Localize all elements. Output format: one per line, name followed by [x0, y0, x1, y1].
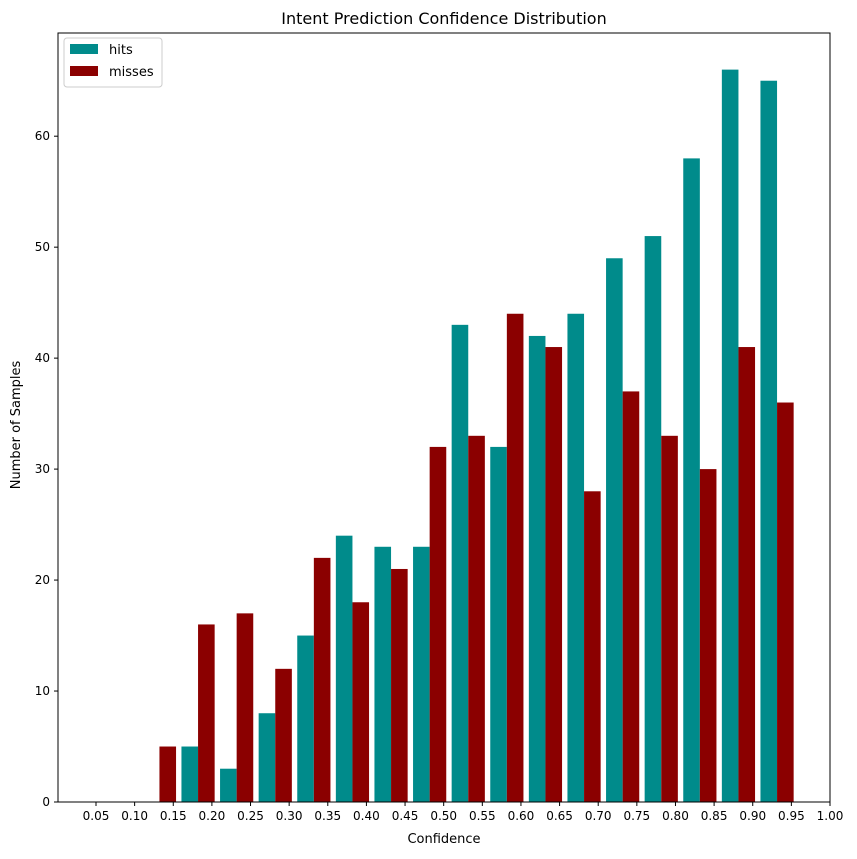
- x-axis-ticks: 0.05 0.10 0.15 0.20 0.25 0.30 0.35 0.40 0.45 0.50…: [83, 802, 844, 823]
- x-tick-label: 0.90: [739, 809, 766, 823]
- bar-misses-15: [661, 435, 678, 802]
- x-tick-label: 0.95: [778, 809, 805, 823]
- x-tick-label: 0.35: [314, 809, 341, 823]
- y-tick-label: 10: [35, 684, 50, 698]
- bar-misses-4: [236, 613, 254, 802]
- bar-misses-9: [429, 446, 447, 802]
- y-axis-label: Number of Samples: [9, 361, 24, 490]
- bar-hits-7: [335, 535, 353, 802]
- bar-hits-14: [606, 258, 623, 802]
- bar-hits-18: [760, 80, 778, 803]
- bar-misses-13: [584, 491, 601, 802]
- bar-misses-16: [699, 469, 717, 802]
- bar-hits-8: [374, 546, 392, 802]
- bar-misses-18: [777, 402, 794, 802]
- x-axis-label: Confidence: [407, 832, 480, 847]
- bar-hits-17: [721, 69, 739, 803]
- x-tick-label: 0.25: [237, 809, 264, 823]
- x-tick-label: 0.60: [508, 809, 535, 823]
- bar-hits-16: [683, 158, 700, 802]
- x-tick-label: 0.45: [392, 809, 419, 823]
- bar-misses-12: [545, 347, 563, 802]
- bar-misses-17: [738, 347, 756, 802]
- x-tick-label: 0.65: [546, 809, 573, 823]
- bar-hits-4: [220, 768, 237, 802]
- legend-label-misses: misses: [109, 65, 154, 80]
- x-tick-label: 0.70: [585, 809, 612, 823]
- y-tick-label: 60: [35, 129, 50, 143]
- legend-swatch-misses: [70, 66, 98, 76]
- bars-group: [159, 69, 794, 803]
- plot-frame: [57, 32, 831, 803]
- y-tick-label: 40: [35, 351, 50, 365]
- x-tick-label: 1.00: [817, 809, 844, 823]
- bar-hits-11: [490, 446, 507, 802]
- bar-hits-15: [644, 236, 662, 802]
- x-tick-label: 0.50: [430, 809, 457, 823]
- bar-misses-2: [159, 746, 177, 802]
- legend-swatch-hits: [70, 44, 98, 54]
- x-tick-label: 0.30: [276, 809, 303, 823]
- y-axis-ticks: 0 10 20 30 40 50 60: [35, 129, 58, 809]
- bar-misses-14: [622, 391, 640, 802]
- legend: hits misses: [63, 37, 163, 88]
- bar-hits-9: [413, 546, 430, 802]
- bar-misses-5: [275, 668, 292, 802]
- y-tick-label: 0: [42, 795, 50, 809]
- bar-hits-10: [451, 324, 469, 802]
- bar-hits-12: [528, 335, 546, 802]
- bar-hits-6: [297, 635, 314, 802]
- bar-misses-10: [468, 435, 485, 802]
- x-tick-label: 0.85: [701, 809, 728, 823]
- bar-misses-8: [391, 568, 408, 802]
- chart-title: Intent Prediction Confidence Distributio…: [281, 9, 606, 28]
- bar-misses-3: [198, 624, 215, 802]
- x-tick-label: 0.05: [83, 809, 110, 823]
- x-tick-label: 0.15: [160, 809, 187, 823]
- y-tick-label: 30: [35, 462, 50, 476]
- x-tick-label: 0.55: [469, 809, 496, 823]
- bar-hits-5: [258, 713, 276, 802]
- x-tick-label: 0.20: [199, 809, 226, 823]
- bar-misses-6: [313, 557, 331, 802]
- x-tick-label: 0.40: [353, 809, 380, 823]
- bar-misses-7: [352, 602, 370, 802]
- legend-label-hits: hits: [109, 43, 133, 58]
- x-tick-label: 0.10: [121, 809, 148, 823]
- y-tick-label: 50: [35, 240, 50, 254]
- bar-misses-11: [506, 313, 524, 802]
- x-tick-label: 0.80: [662, 809, 689, 823]
- y-tick-label: 20: [35, 573, 50, 587]
- bar-hits-3: [181, 746, 199, 802]
- bar-hits-13: [567, 313, 585, 802]
- x-tick-label: 0.75: [623, 809, 650, 823]
